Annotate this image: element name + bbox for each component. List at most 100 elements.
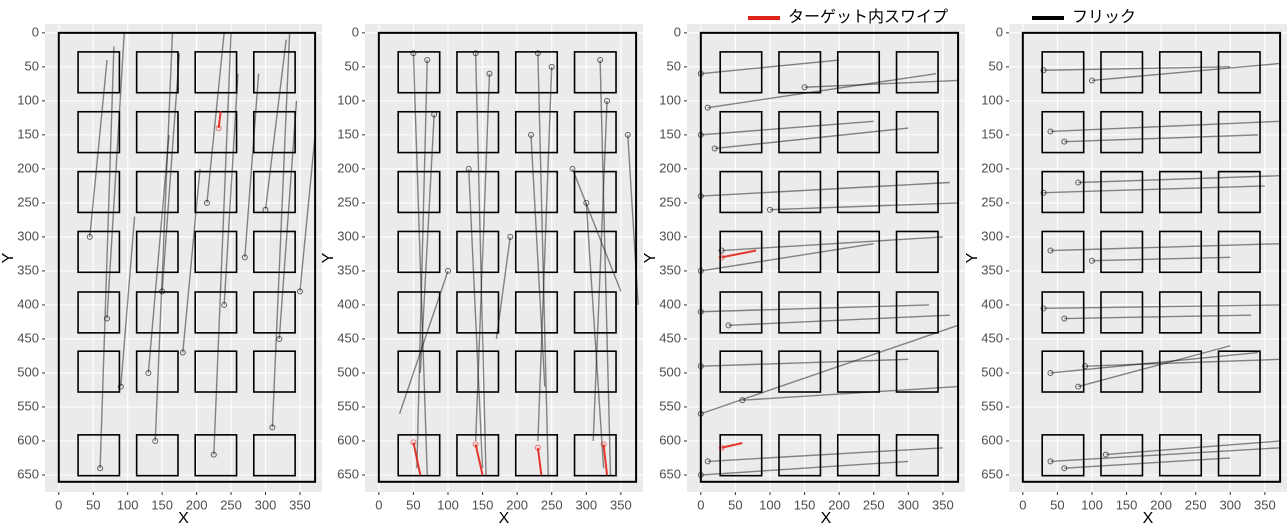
swipe-start	[1061, 465, 1068, 472]
target	[135, 434, 179, 477]
swipe-start	[276, 335, 283, 342]
swipe	[1091, 256, 1231, 262]
swipe	[627, 134, 639, 305]
target	[1158, 350, 1203, 393]
y-tick-label: 200	[337, 160, 359, 175]
y-tick-label: 550	[659, 398, 681, 413]
y-tick-label: 650	[981, 466, 1003, 481]
swipe	[89, 59, 108, 237]
target	[1100, 110, 1144, 154]
target	[778, 291, 822, 334]
y-tick-label: 100	[659, 92, 681, 107]
swipe	[206, 32, 225, 203]
target	[895, 170, 939, 214]
x-tick-label: 100	[1081, 497, 1103, 512]
target	[514, 170, 559, 214]
swipe-start	[766, 206, 773, 213]
target	[252, 230, 296, 274]
swipe	[599, 60, 612, 476]
target	[194, 350, 238, 393]
target	[456, 110, 500, 154]
swipe	[468, 168, 484, 469]
swipe-start	[1040, 67, 1047, 74]
swipe	[700, 181, 950, 197]
swipe-start	[534, 444, 541, 451]
swipe-start	[1047, 128, 1054, 135]
target	[1158, 170, 1203, 214]
target	[573, 350, 617, 393]
target	[719, 110, 763, 154]
target	[252, 51, 296, 94]
swipe	[416, 60, 428, 469]
target	[1100, 434, 1144, 477]
target	[1217, 434, 1261, 477]
target	[895, 110, 939, 154]
x-tick-label: 200	[186, 497, 208, 512]
target	[77, 291, 121, 334]
y-tick-label: 100	[981, 92, 1003, 107]
y-tick-label: 400	[337, 296, 359, 311]
x-tick-label: 350	[610, 497, 632, 512]
target	[836, 110, 881, 154]
x-tick-label: 100	[117, 497, 139, 512]
swipe	[700, 59, 840, 75]
y-tick-label: 0	[674, 24, 681, 39]
legend-label: ターゲット内スワイプ	[788, 8, 948, 26]
y-tick-label: 300	[659, 228, 681, 243]
target	[836, 434, 881, 477]
swipe	[1050, 120, 1281, 133]
swipe-start	[1082, 363, 1089, 370]
swipe-start	[431, 111, 438, 118]
swipe-start	[1047, 369, 1054, 376]
target	[456, 170, 500, 214]
target	[836, 291, 881, 334]
target	[135, 291, 179, 334]
swipe	[721, 249, 757, 259]
swipe-start	[534, 50, 541, 57]
swipe-start	[410, 50, 417, 57]
target	[1217, 170, 1261, 214]
swipe-start	[152, 437, 159, 444]
panel: 0 50 100 150 200 250 300 350 400 450 500 550 600 650 0…	[642, 24, 965, 527]
target	[135, 230, 179, 274]
x-axis-title: X	[821, 510, 832, 527]
y-tick-label: 650	[17, 466, 39, 481]
x-tick-label: 150	[794, 497, 816, 512]
swipe	[106, 32, 125, 319]
y-tick-label: 0	[32, 24, 39, 39]
target	[836, 170, 881, 214]
swipe	[99, 46, 115, 469]
target	[719, 291, 763, 334]
swipe-start	[527, 131, 534, 138]
target	[1100, 350, 1144, 393]
target	[836, 51, 881, 94]
y-tick-label: 150	[659, 126, 681, 141]
target	[397, 51, 441, 94]
swipe	[120, 216, 136, 387]
swipe-start	[104, 315, 111, 322]
swipe-start	[424, 57, 431, 64]
swipe	[700, 304, 930, 313]
swipe-start	[604, 97, 611, 104]
swipe-start	[711, 145, 718, 152]
target	[778, 110, 822, 154]
target	[514, 51, 559, 94]
swipe	[585, 202, 605, 469]
swipe-start	[697, 363, 704, 370]
target	[719, 434, 763, 477]
y-tick-label: 350	[17, 262, 39, 277]
target	[252, 291, 296, 334]
target	[719, 170, 763, 214]
y-tick-label: 150	[981, 126, 1003, 141]
x-axis-title: X	[499, 510, 510, 527]
y-tick-label: 500	[337, 364, 359, 379]
target	[1041, 230, 1085, 274]
swipe-start	[1102, 451, 1109, 458]
x-tick-label: 150	[472, 497, 494, 512]
y-tick-label: 100	[17, 92, 39, 107]
target	[895, 434, 939, 477]
y-tick-label: 450	[337, 330, 359, 345]
target	[514, 110, 559, 154]
y-tick-label: 50	[345, 58, 359, 73]
swipe-start	[704, 104, 711, 111]
